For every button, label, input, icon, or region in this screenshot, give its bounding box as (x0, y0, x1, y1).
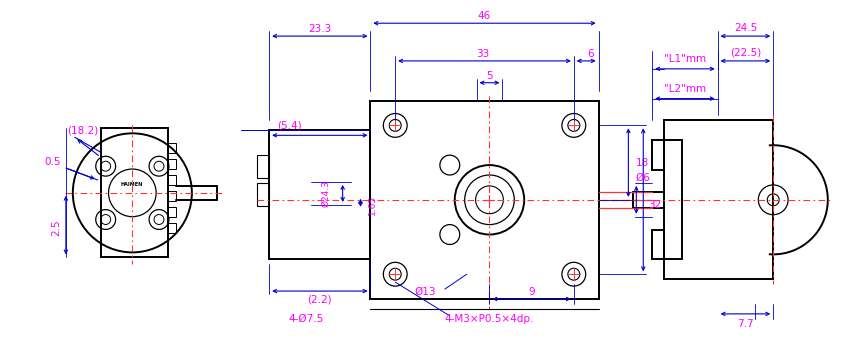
Text: (18.2): (18.2) (67, 125, 99, 135)
Bar (168, 143, 176, 153)
Text: 6: 6 (587, 49, 594, 59)
Text: (2.2): (2.2) (308, 294, 332, 304)
Text: Ø24.3: Ø24.3 (321, 180, 331, 207)
Bar (258, 183, 269, 206)
Text: 7.7: 7.7 (737, 319, 754, 329)
Bar (371, 100, 598, 299)
Bar (168, 191, 176, 201)
Text: 46: 46 (478, 11, 491, 21)
Text: HAIMEN: HAIMEN (120, 182, 143, 187)
Text: (22.5): (22.5) (730, 48, 761, 58)
Text: 5: 5 (486, 71, 493, 81)
Bar (168, 207, 176, 217)
Text: 32: 32 (649, 200, 661, 210)
Text: 2.5: 2.5 (51, 219, 61, 236)
Text: 18: 18 (637, 158, 649, 168)
Text: (5.4): (5.4) (277, 120, 302, 131)
Bar (168, 175, 176, 185)
Text: 33: 33 (476, 49, 489, 59)
Text: 4-M3×P0.5×4dp.: 4-M3×P0.5×4dp. (445, 314, 534, 324)
Text: 1.65: 1.65 (368, 195, 377, 215)
Bar (652, 230, 664, 259)
Bar (168, 159, 176, 169)
Text: Ø13: Ø13 (414, 287, 436, 297)
Text: "L2"mm: "L2"mm (664, 84, 706, 94)
Bar (258, 155, 269, 178)
Bar (269, 130, 371, 259)
Text: 24.5: 24.5 (734, 23, 757, 33)
Bar (100, 128, 168, 257)
Bar (652, 140, 664, 170)
Bar (664, 120, 774, 279)
Text: Ø6: Ø6 (635, 173, 650, 183)
Bar (168, 223, 176, 232)
Text: 0.5: 0.5 (45, 157, 61, 167)
Text: "L1"mm: "L1"mm (664, 54, 706, 64)
Text: 23.3: 23.3 (309, 24, 332, 34)
Text: 4-Ø7.5: 4-Ø7.5 (288, 314, 324, 324)
Text: 9: 9 (529, 287, 536, 297)
